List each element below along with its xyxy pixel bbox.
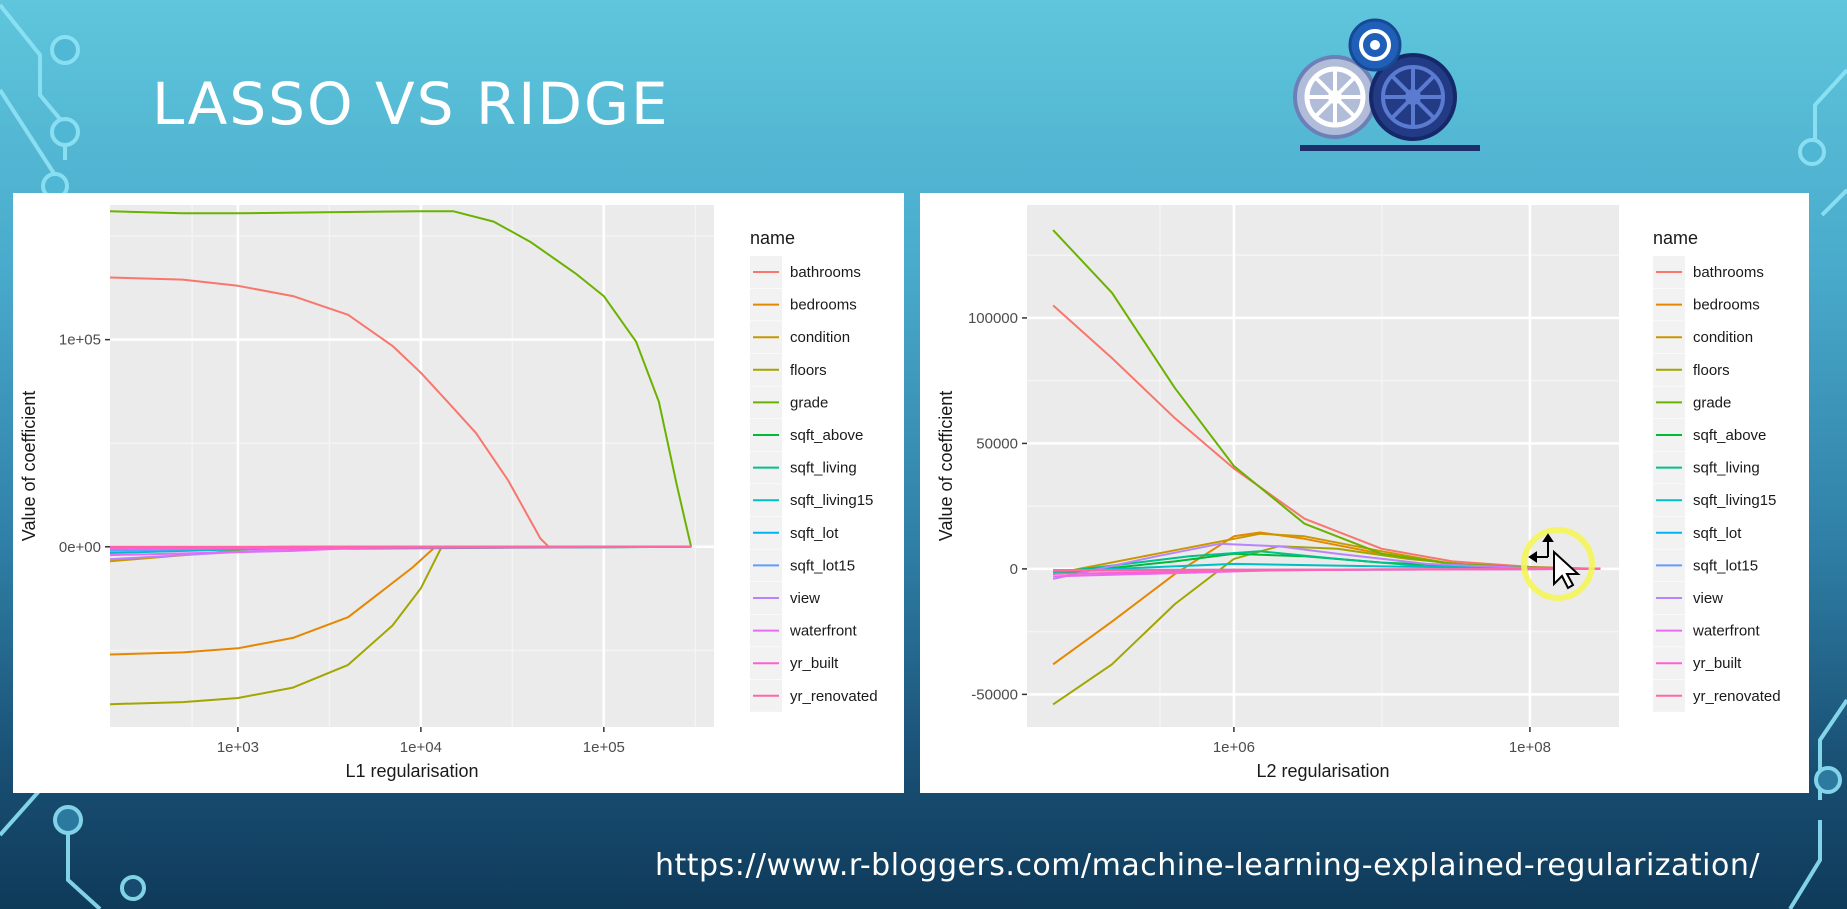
x-tick-label: 1e+03 xyxy=(217,739,259,756)
series-line-bedrooms xyxy=(109,545,692,656)
y-tick-label: 50000 xyxy=(976,435,1018,452)
x-tick-label: 1e+05 xyxy=(583,739,625,756)
y-tick-label: 0e+00 xyxy=(59,539,101,556)
lasso-chart: 1e+03 1e+04 1e+05 0e+00 1e+05 L1 regularisati… xyxy=(19,205,878,781)
legend-label-yr_renovated: yr_renovated xyxy=(790,688,878,705)
legend-label-yr_built: yr_built xyxy=(790,655,839,672)
legend-label-bedrooms: bedrooms xyxy=(790,297,857,314)
legend-title: name xyxy=(750,228,795,248)
x-tick-label: 1e+04 xyxy=(400,739,442,756)
legend-label-yr_built: yr_built xyxy=(1693,655,1742,672)
plot-area xyxy=(110,205,714,727)
legend-label-condition: condition xyxy=(790,329,850,346)
legend-label-sqft_living: sqft_living xyxy=(1693,460,1760,477)
legend-label-yr_renovated: yr_renovated xyxy=(1693,688,1781,705)
legend-label-view: view xyxy=(1693,590,1723,607)
legend-label-sqft_lot15: sqft_lot15 xyxy=(790,557,855,574)
y-axis-label: Value of coefficient xyxy=(936,391,956,541)
legend-label-sqft_above: sqft_above xyxy=(790,427,863,444)
legend-label-bedrooms: bedrooms xyxy=(1693,297,1760,314)
y-tick-label: -50000 xyxy=(971,686,1018,703)
legend-label-waterfront: waterfront xyxy=(1692,623,1761,640)
series-line-sqft_living15 xyxy=(1053,562,1601,573)
slide-title: LASSO VS RIDGE xyxy=(152,70,670,138)
y-tick-label: 1e+05 xyxy=(59,332,101,349)
legend-label-sqft_lot: sqft_lot xyxy=(1693,525,1742,542)
plot-area xyxy=(1027,205,1619,727)
legend-label-view: view xyxy=(790,590,820,607)
legend-label-sqft_lot: sqft_lot xyxy=(790,525,839,542)
legend-label-sqft_living15: sqft_living15 xyxy=(790,492,873,509)
legend-label-condition: condition xyxy=(1693,329,1753,346)
series-line-yr_renovated xyxy=(1053,567,1601,572)
legend-label-waterfront: waterfront xyxy=(789,623,858,640)
legend-title: name xyxy=(1653,228,1698,248)
y-tick-label: 100000 xyxy=(968,310,1018,327)
gears-logo-icon xyxy=(1293,18,1480,151)
move-cursor-icon xyxy=(1521,527,1595,601)
x-tick-label: 1e+08 xyxy=(1509,739,1551,756)
ridge-plot-panel: 1e+06 1e+08 -50000 0 50000 100000 L2 regularis… xyxy=(920,193,1809,793)
legend-label-sqft_lot15: sqft_lot15 xyxy=(1693,557,1758,574)
series-line-view xyxy=(1052,542,1601,580)
x-axis-label: L2 regularisation xyxy=(1256,761,1389,781)
series-line-bathrooms xyxy=(109,276,692,548)
legend-label-grade: grade xyxy=(1693,394,1731,411)
x-tick-label: 1e+06 xyxy=(1213,739,1255,756)
legend-label-sqft_above: sqft_above xyxy=(1693,427,1766,444)
legend-label-sqft_living15: sqft_living15 xyxy=(1693,492,1776,509)
legend-label-grade: grade xyxy=(790,394,828,411)
source-url[interactable]: https://www.r-bloggers.com/machine-learn… xyxy=(655,848,1760,883)
y-axis-label: Value of coefficient xyxy=(19,391,39,541)
legend-label-bathrooms: bathrooms xyxy=(1693,264,1764,281)
y-tick-label: 0 xyxy=(1010,561,1018,578)
x-axis-label: L1 regularisation xyxy=(345,761,478,781)
legend-label-bathrooms: bathrooms xyxy=(790,264,861,281)
lasso-plot-panel: 1e+03 1e+04 1e+05 0e+00 1e+05 L1 regularisati… xyxy=(13,193,904,793)
series-line-bathrooms xyxy=(1052,304,1601,570)
legend-label-sqft_living: sqft_living xyxy=(790,460,857,477)
legend-label-floors: floors xyxy=(790,362,827,379)
series-line-floors xyxy=(109,545,692,706)
ridge-chart: 1e+06 1e+08 -50000 0 50000 100000 L2 regularis… xyxy=(936,205,1781,781)
series-line-grade xyxy=(109,210,693,548)
legend-label-floors: floors xyxy=(1693,362,1730,379)
